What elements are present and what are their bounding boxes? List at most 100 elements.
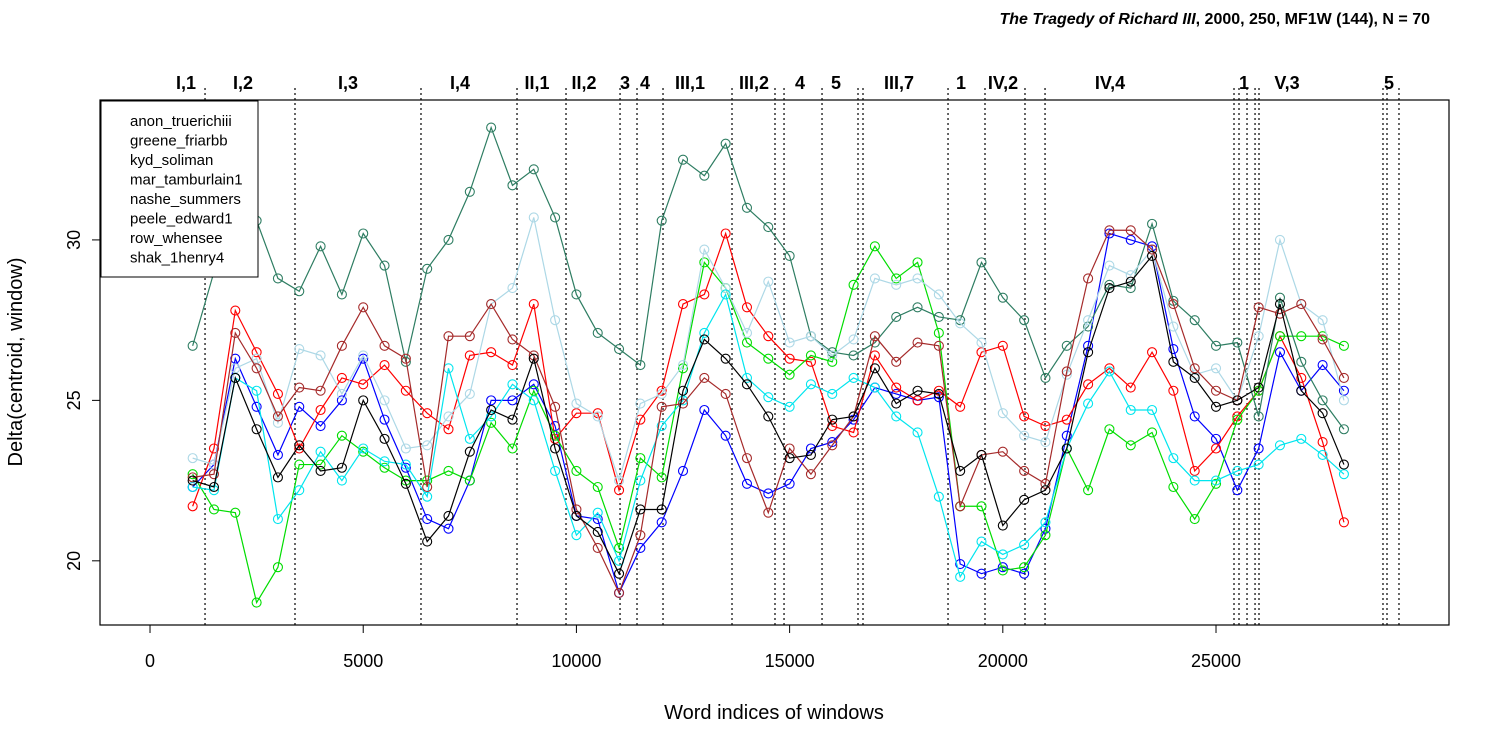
data-point [912,427,923,438]
data-point [422,408,433,419]
scene-label: 5 [1384,73,1394,93]
data-point [208,469,220,480]
data-point [507,395,518,406]
data-point [422,263,433,274]
data-point [294,401,305,412]
data-point [1125,283,1136,294]
data-point [379,260,390,271]
data-point [294,440,305,451]
series-line [192,292,1345,579]
data-point [1104,283,1115,294]
data-point [720,283,731,294]
data-point [1040,517,1051,528]
data-point [1232,337,1243,348]
data-point [635,398,646,409]
data-point [592,514,603,525]
y-axis-label: Delta(centroid, window) [5,258,27,467]
data-point [400,356,411,367]
data-point [763,488,774,499]
title-italic: The Tragedy of Richard III [999,11,1196,28]
data-point [976,337,987,348]
data-point [1210,475,1222,486]
data-point [315,459,326,470]
data-point [891,411,902,422]
data-point [379,433,390,444]
data-point [1168,299,1179,310]
data-point [955,571,966,582]
data-point [1104,366,1115,377]
data-point [677,465,689,477]
data-point [848,279,859,290]
data-point [422,481,433,493]
data-point [1040,478,1051,489]
x-axis-label: Word indices of windows [664,702,884,724]
data-point [272,514,283,525]
data-point [1168,481,1179,493]
data-point [1338,424,1349,435]
data-point [869,241,880,252]
data-point [571,398,582,409]
data-point [763,507,774,518]
legend-label: nashe_summers [130,191,241,208]
data-point [1253,331,1264,342]
data-point [571,465,582,477]
data-point [550,212,561,223]
data-point [1083,321,1094,332]
data-point [720,430,731,441]
data-point [720,138,731,149]
data-point [294,459,305,470]
data-point [1253,382,1264,393]
data-point [1083,340,1094,351]
data-point [1147,427,1158,438]
data-point [1274,234,1286,245]
data-point [1296,356,1307,367]
data-point [805,356,816,367]
data-point [1019,465,1030,477]
data-point [272,449,283,460]
data-point [1147,250,1158,262]
data-point [336,289,347,300]
data-point [1338,340,1349,351]
data-point [614,587,625,598]
data-point [1296,385,1307,396]
data-point [763,222,774,233]
data-point [443,465,454,477]
data-point [677,299,689,310]
data-point [997,562,1008,573]
data-point [400,385,411,396]
data-point [827,388,838,399]
data-point [379,456,390,467]
data-point [358,353,369,364]
data-point [1125,382,1136,393]
data-point [933,340,944,351]
data-point [1083,379,1094,390]
data-point [486,347,497,358]
data-point [464,186,475,197]
data-point [1232,414,1243,425]
scene-label: I,3 [338,73,358,93]
data-point [976,536,987,547]
data-point [976,449,987,460]
data-point [699,257,710,268]
data-point [1104,363,1115,374]
x-tick-label: 10000 [551,651,601,671]
data-point [1125,404,1136,416]
data-point [656,215,667,226]
data-point [251,424,262,435]
data-point [656,472,667,483]
data-point [1125,270,1136,281]
data-point [741,337,753,348]
data-point [507,360,518,371]
data-point [379,414,390,425]
data-point [720,228,731,239]
data-point [336,462,347,473]
data-point [1253,302,1264,313]
data-point [1019,568,1030,579]
data-point [1189,363,1200,374]
data-point [336,430,347,441]
data-point [997,549,1008,560]
data-point [1253,411,1264,422]
data-point [464,475,475,486]
data-point [869,382,880,393]
